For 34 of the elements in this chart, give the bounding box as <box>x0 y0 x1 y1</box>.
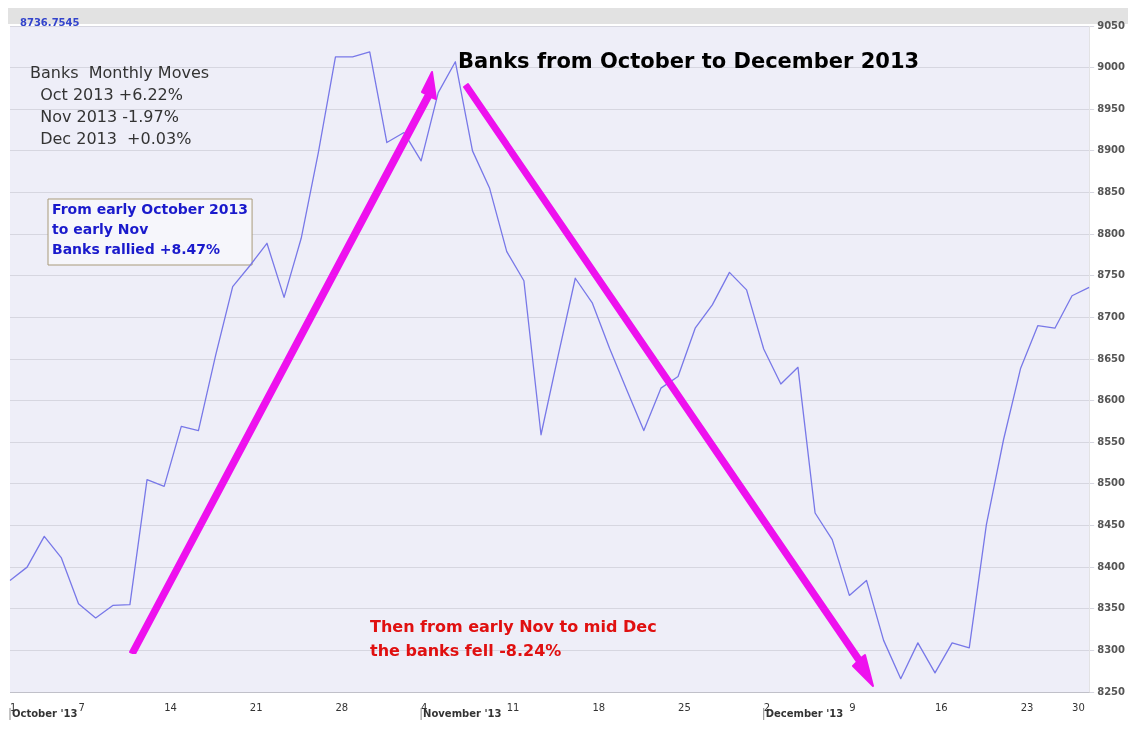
y-tick-label: 9050 <box>1097 19 1126 31</box>
y-tick-label: 8250 <box>1097 685 1126 697</box>
annotation: 8736.7545 <box>20 16 80 28</box>
x-tick-label: 21 <box>249 701 263 713</box>
y-tick-label: 8450 <box>1097 519 1126 531</box>
annotation: Then from early Nov to mid Dec the banks fell -8.24% <box>370 617 657 661</box>
x-tick-label: 7 <box>78 701 85 713</box>
x-tick-label: 25 <box>678 701 691 713</box>
annotation: From early October 2013 to early Nov Banks rallied +8.47% <box>52 200 249 257</box>
y-tick-label: 8800 <box>1097 227 1126 239</box>
x-tick-label: 30 <box>1072 701 1085 713</box>
x-tick-label: 9 <box>849 701 856 713</box>
y-tick-label: 8500 <box>1097 477 1126 489</box>
text: Banks from October to December 2013 <box>458 48 920 73</box>
y-tick-label: 8400 <box>1097 560 1126 572</box>
y-tick-label: 8950 <box>1097 102 1126 114</box>
y-tick-label: 8850 <box>1097 186 1126 198</box>
x-tick-label: 18 <box>592 701 606 713</box>
y-tick-label: 8550 <box>1097 435 1126 447</box>
y-tick-label: 8650 <box>1097 352 1126 364</box>
x-tick-label: 11 <box>506 701 520 713</box>
x-tick-label: 14 <box>164 701 177 713</box>
y-tick-label: 8700 <box>1097 310 1126 322</box>
y-tick-label: 8350 <box>1097 602 1126 614</box>
y-tick-label: 8900 <box>1097 144 1126 156</box>
x-tick-label: 28 <box>335 701 349 713</box>
y-tick-label: 9000 <box>1097 61 1126 73</box>
x-tick-label: 23 <box>1020 701 1034 713</box>
x-tick-label: 16 <box>935 701 948 713</box>
y-tick-label: 8600 <box>1097 394 1126 406</box>
annotation: Banks Monthly Moves Oct 2013 +6.22% Nov 2013 -1.97% Dec 2013 +0.03% <box>30 63 210 149</box>
y-tick-label: 8300 <box>1097 643 1126 655</box>
text: October '13 <box>12 707 78 719</box>
y-tick-label: 8750 <box>1097 269 1126 281</box>
